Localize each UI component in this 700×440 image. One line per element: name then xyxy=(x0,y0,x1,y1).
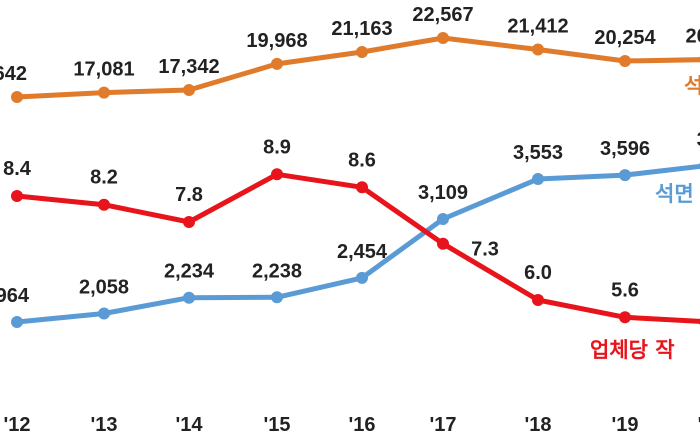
orange-data-point xyxy=(437,32,449,44)
red-data-point xyxy=(11,190,23,202)
blue-data-point xyxy=(619,169,631,182)
blue-data-point xyxy=(356,271,368,284)
blue-data-point xyxy=(271,291,283,304)
red-data-point xyxy=(183,216,195,228)
red-data-point xyxy=(98,198,110,211)
orange-data-point xyxy=(532,43,544,56)
orange-data-label: 22,567 xyxy=(412,4,473,26)
orange-data-label: 21,412 xyxy=(507,16,568,38)
x-tick-label: '19 xyxy=(611,414,638,436)
x-tick-label: ' xyxy=(698,414,700,436)
red-data-label: 8.6 xyxy=(348,149,376,171)
red-data-label: 6.0 xyxy=(524,262,552,284)
blue-series-name: 석면 xyxy=(655,182,694,206)
orange-data-point xyxy=(271,57,283,70)
red-data-point xyxy=(619,311,631,324)
orange-data-label: 20,254 xyxy=(594,27,656,49)
x-tick-label: '15 xyxy=(263,414,290,436)
blue-data-label: 1,964 xyxy=(0,285,30,307)
red-data-label: 8.4 xyxy=(3,158,32,180)
x-tick-label: '14 xyxy=(175,414,203,436)
red-data-label: 5.6 xyxy=(611,279,639,301)
red-data-point xyxy=(356,181,368,194)
orange-data-label: 19,968 xyxy=(246,30,307,52)
orange-data-point xyxy=(356,46,368,58)
series-layer xyxy=(11,32,700,328)
blue-data-label: 3,553 xyxy=(513,142,563,164)
red-series-name: 업체당 작 xyxy=(590,338,675,362)
red-data-label: 7.3 xyxy=(471,239,499,261)
x-tick-label: '12 xyxy=(3,414,30,436)
orange-data-label: 20,4 xyxy=(686,26,700,48)
blue-data-label: 2,238 xyxy=(252,260,302,282)
orange-data-point xyxy=(98,86,110,99)
red-data-label: 8.9 xyxy=(263,136,291,158)
blue-data-point xyxy=(532,173,544,185)
blue-data-label: 2,234 xyxy=(164,261,215,283)
orange-data-point xyxy=(619,55,631,67)
blue-data-point xyxy=(98,307,110,320)
blue-data-label: 2,454 xyxy=(337,241,388,263)
orange-data-label: 17,342 xyxy=(158,56,219,78)
orange-data-label: 17,081 xyxy=(73,59,134,81)
red-data-label: 7.8 xyxy=(175,184,203,206)
orange-data-point xyxy=(11,91,23,103)
x-tick-label: '17 xyxy=(429,414,456,436)
blue-data-label: 3,596 xyxy=(600,138,650,160)
orange-series-name: 석 xyxy=(684,74,700,98)
red-data-point xyxy=(437,237,449,250)
blue-data-label: 3, xyxy=(697,129,700,151)
orange-data-label: 21,163 xyxy=(331,18,392,40)
x-axis: '12 '13 '14 '15 '16 '17 '18 '19 ' xyxy=(3,414,700,436)
red-data-point xyxy=(532,294,544,306)
blue-data-label: 3,109 xyxy=(418,182,468,204)
blue-data-point xyxy=(183,291,195,304)
blue-data-label: 2,058 xyxy=(79,277,129,299)
orange-data-label: 6,642 xyxy=(0,63,27,85)
x-tick-label: '18 xyxy=(524,414,551,436)
blue-data-point xyxy=(437,213,449,225)
x-tick-label: '16 xyxy=(348,414,375,436)
orange-data-point xyxy=(183,84,195,96)
blue-data-point xyxy=(11,316,23,328)
x-tick-label: '13 xyxy=(90,414,117,436)
red-data-point xyxy=(271,168,283,181)
red-data-label: 8.2 xyxy=(90,167,118,189)
data-label-layer: 6,642 17,081 17,342 19,968 21,163 22,567 21,41… xyxy=(0,4,700,307)
